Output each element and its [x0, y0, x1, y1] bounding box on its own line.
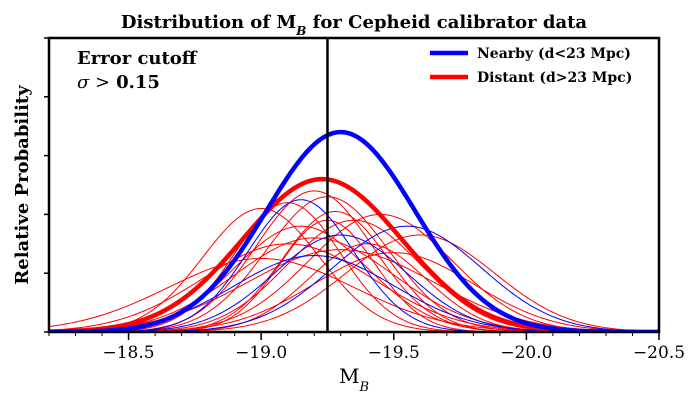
y-axis-label: Relative Probability	[12, 85, 33, 285]
x-tick-label: −19.5	[368, 343, 420, 363]
x-tick-label: −19.0	[235, 343, 287, 363]
plot-frame	[47, 36, 661, 334]
title-rest: for Cepheid calibrator data	[306, 12, 587, 33]
legend-label-distant: Distant (d>23 Mpc)	[477, 70, 632, 86]
nearby-individual-curve-0	[49, 199, 659, 332]
distant-individual-curve-1	[49, 202, 659, 332]
title-main: Distribution of M	[121, 12, 296, 33]
chart-title: Distribution of MB for Cepheid calibrato…	[121, 12, 588, 38]
distant-individual-curve-4	[49, 210, 659, 332]
x-axis-label: MB	[339, 364, 369, 395]
annotation-sigma: σ > 0.15	[77, 72, 160, 93]
x-tick-label: −20.0	[500, 343, 552, 363]
x-ticks-group: −18.5 −19.0 −19.5 −20.0 −20.5	[48, 332, 685, 363]
xlabel-main: M	[339, 364, 359, 388]
xlabel-subscript: B	[358, 380, 369, 395]
annotation-error-cutoff: Error cutoff	[77, 48, 198, 69]
nearby-individual-curve-1	[49, 225, 659, 332]
x-tick-label: −20.5	[633, 343, 685, 363]
nearby-summary-curve	[49, 129, 659, 332]
curves-group	[49, 129, 659, 332]
sigma-symbol: σ >	[77, 72, 110, 93]
sigma-value: 0.15	[116, 72, 160, 93]
title-subscript: B	[295, 24, 306, 38]
x-tick-label: −18.5	[103, 343, 155, 363]
distant-individual-curve-13	[49, 225, 659, 332]
legend-label-nearby: Nearby (d<23 Mpc)	[477, 46, 631, 62]
distant-individual-curve-0	[49, 208, 659, 332]
y-ticks-group	[44, 37, 49, 333]
legend: Nearby (d<23 Mpc) Distant (d>23 Mpc)	[430, 46, 632, 86]
